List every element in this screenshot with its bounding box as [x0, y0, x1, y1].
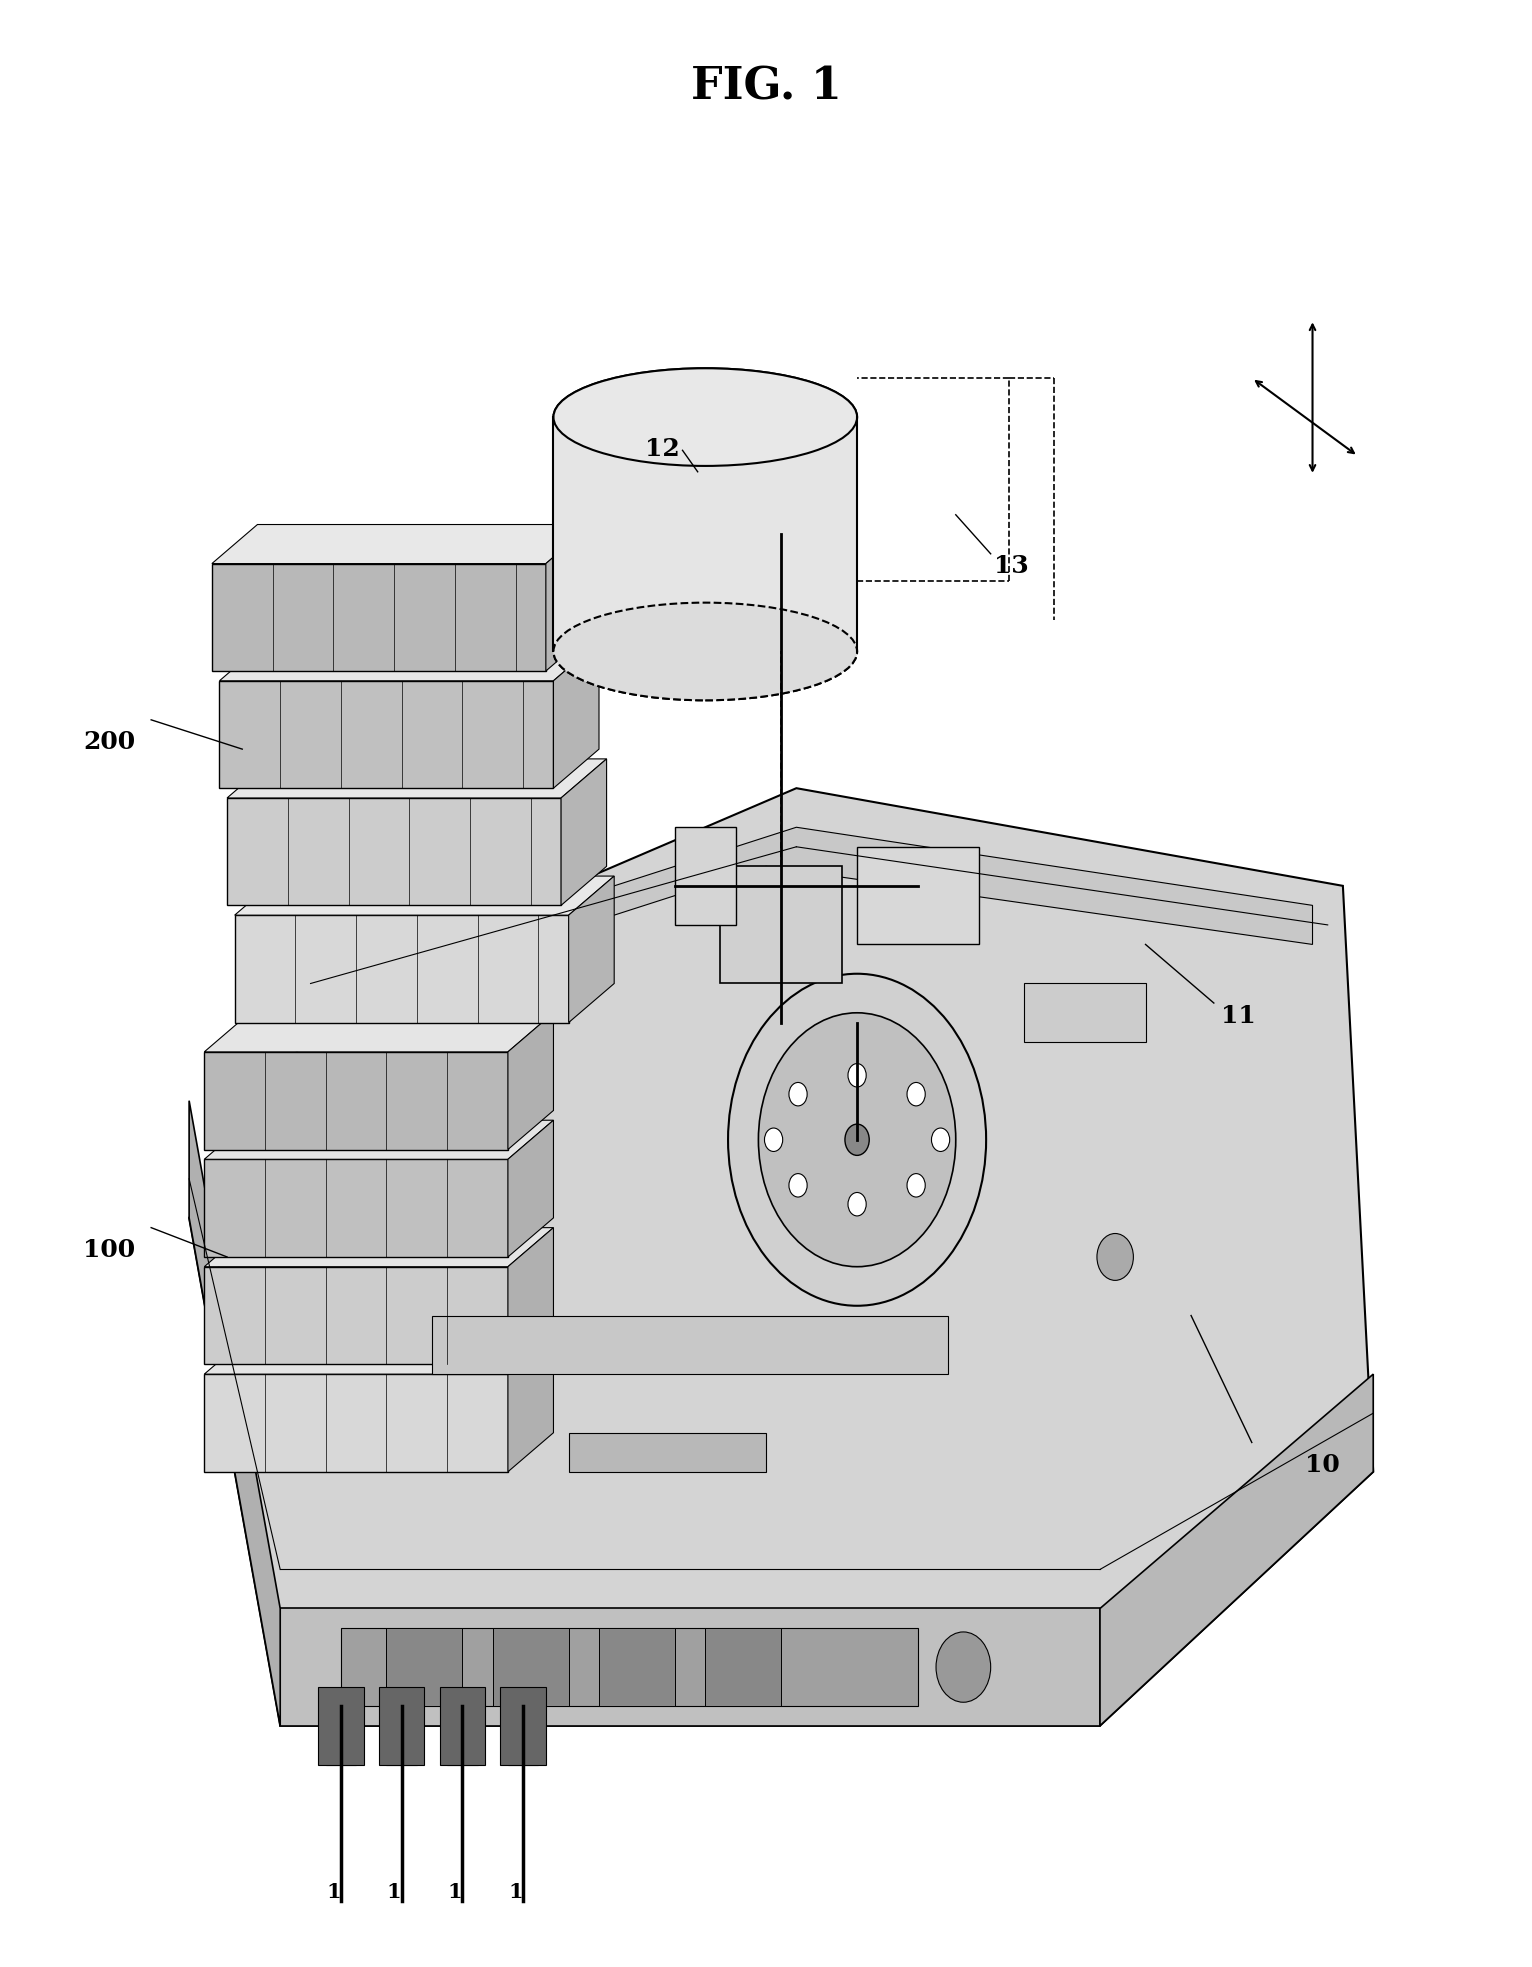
Polygon shape: [204, 1121, 553, 1159]
Text: 12: 12: [645, 437, 679, 460]
Ellipse shape: [553, 602, 856, 700]
Circle shape: [846, 1123, 869, 1155]
Polygon shape: [509, 1227, 553, 1365]
Polygon shape: [432, 1316, 948, 1375]
Polygon shape: [1100, 1375, 1373, 1725]
Text: 1: 1: [509, 1882, 522, 1902]
Text: 11: 11: [1221, 1003, 1256, 1027]
Polygon shape: [311, 828, 1313, 1003]
Polygon shape: [219, 681, 553, 789]
Circle shape: [789, 1082, 807, 1105]
Polygon shape: [509, 1121, 553, 1257]
Polygon shape: [447, 1705, 478, 1764]
Circle shape: [936, 1633, 991, 1701]
Polygon shape: [204, 1052, 509, 1149]
Polygon shape: [386, 1705, 417, 1764]
Polygon shape: [545, 525, 591, 671]
Polygon shape: [188, 1102, 280, 1725]
Polygon shape: [509, 1705, 538, 1764]
Polygon shape: [211, 525, 591, 565]
Polygon shape: [676, 828, 735, 924]
Polygon shape: [211, 565, 545, 671]
Polygon shape: [386, 1629, 463, 1705]
Polygon shape: [204, 1013, 553, 1052]
Polygon shape: [342, 1629, 918, 1705]
Text: 13: 13: [994, 555, 1028, 578]
Polygon shape: [204, 1375, 509, 1471]
Polygon shape: [234, 875, 614, 915]
Polygon shape: [280, 1609, 1100, 1725]
Text: 200: 200: [83, 730, 135, 753]
Circle shape: [849, 1192, 866, 1216]
Polygon shape: [509, 1336, 553, 1471]
Circle shape: [728, 974, 987, 1306]
Polygon shape: [493, 1629, 568, 1705]
Polygon shape: [204, 1159, 509, 1257]
Polygon shape: [705, 1629, 781, 1705]
Polygon shape: [227, 759, 607, 799]
Text: 1: 1: [326, 1882, 340, 1902]
Polygon shape: [227, 799, 561, 905]
Text: FIG. 1: FIG. 1: [691, 65, 841, 108]
Polygon shape: [856, 846, 979, 944]
Polygon shape: [501, 1686, 545, 1764]
Circle shape: [849, 1064, 866, 1088]
Polygon shape: [1023, 984, 1146, 1043]
Polygon shape: [204, 1267, 509, 1365]
Polygon shape: [204, 1336, 553, 1375]
Circle shape: [931, 1127, 950, 1151]
Polygon shape: [561, 759, 607, 905]
Text: 1: 1: [447, 1882, 463, 1902]
Ellipse shape: [553, 368, 856, 466]
Polygon shape: [326, 1705, 355, 1764]
Circle shape: [789, 1174, 807, 1198]
Polygon shape: [568, 1432, 766, 1471]
Polygon shape: [378, 1686, 424, 1764]
Polygon shape: [204, 1227, 553, 1267]
Polygon shape: [319, 1686, 363, 1764]
Polygon shape: [440, 1686, 486, 1764]
Polygon shape: [509, 1013, 553, 1149]
Circle shape: [907, 1082, 925, 1105]
Polygon shape: [568, 875, 614, 1023]
Polygon shape: [599, 1629, 676, 1705]
Polygon shape: [553, 641, 599, 789]
Polygon shape: [234, 915, 568, 1023]
Polygon shape: [553, 417, 856, 651]
Circle shape: [764, 1127, 783, 1151]
Text: 10: 10: [1305, 1454, 1339, 1477]
Polygon shape: [219, 641, 599, 681]
Circle shape: [907, 1174, 925, 1198]
Polygon shape: [188, 789, 1373, 1725]
Polygon shape: [720, 865, 843, 984]
Circle shape: [1097, 1233, 1134, 1281]
Text: 100: 100: [83, 1237, 135, 1263]
Text: 1: 1: [386, 1882, 401, 1902]
Circle shape: [758, 1013, 956, 1267]
Ellipse shape: [553, 602, 856, 700]
Ellipse shape: [553, 368, 856, 466]
